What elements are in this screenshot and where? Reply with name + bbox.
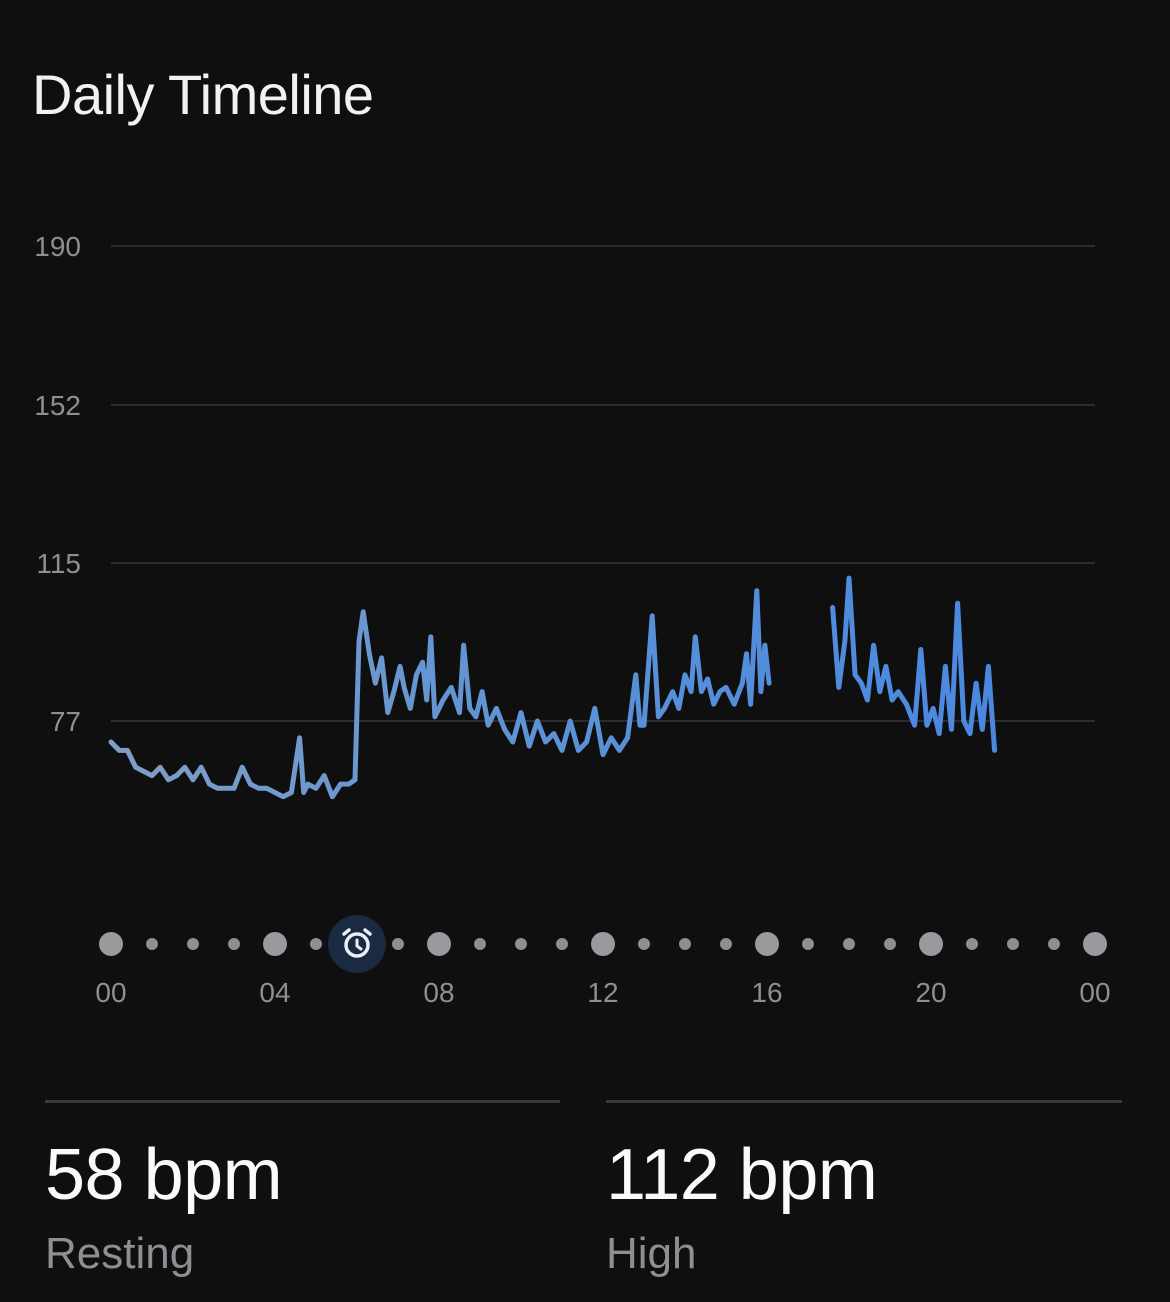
high-label: High <box>606 1229 697 1278</box>
timeline-hour-dot-major <box>263 932 287 956</box>
x-tick-label: 12 <box>587 977 618 1008</box>
stats-row: 58 bpm Resting 112 bpm High <box>0 1100 1170 1302</box>
grid-lines <box>111 245 1095 722</box>
timeline-hour-dot <box>556 938 568 950</box>
timeline-hour-dot <box>720 938 732 950</box>
timeline-hour-dot <box>228 938 240 950</box>
timeline-hour-dot <box>515 938 527 950</box>
page-title: Daily Timeline <box>32 63 374 126</box>
clock-bell-right <box>363 928 372 936</box>
high-value: 112 bpm <box>606 1135 878 1215</box>
clock-bell-left <box>342 928 351 936</box>
x-tick-label: 00 <box>1079 977 1110 1008</box>
hour-timeline <box>99 915 1107 973</box>
clock-hands <box>355 938 363 951</box>
timeline-hour-dot <box>146 938 158 950</box>
timeline-hour-dot-major <box>1083 932 1107 956</box>
timeline-hour-dot <box>966 938 978 950</box>
timeline-hour-dot <box>1007 938 1019 950</box>
y-tick-label: 190 <box>34 231 81 262</box>
timeline-hour-dot <box>638 938 650 950</box>
timeline-hour-dot <box>187 938 199 950</box>
x-tick-label: 04 <box>259 977 290 1008</box>
timeline-hour-dot <box>392 938 404 950</box>
heart-rate-series <box>108 575 998 800</box>
timeline-hour-dot-major <box>427 932 451 956</box>
timeline-hour-dot-major <box>919 932 943 956</box>
x-tick-label: 08 <box>423 977 454 1008</box>
resting-value: 58 bpm <box>45 1135 283 1215</box>
divider <box>606 1100 1122 1103</box>
timeline-hour-dot <box>843 938 855 950</box>
heart-rate-line <box>108 575 998 800</box>
resting-label: Resting <box>45 1229 195 1278</box>
timeline-hour-dot-major <box>591 932 615 956</box>
high-stat: 112 bpm High <box>606 1100 1122 1279</box>
timeline-hour-dot <box>884 938 896 950</box>
timeline-hour-dot <box>679 938 691 950</box>
timeline-hour-dot-major <box>99 932 123 956</box>
y-tick-label: 77 <box>50 706 81 737</box>
x-tick-label: 00 <box>95 977 126 1008</box>
timeline-hour-dot <box>310 938 322 950</box>
y-tick-label: 152 <box>34 390 81 421</box>
y-axis-labels: 190 152 115 77 <box>34 231 81 737</box>
heart-rate-chart: 190 152 115 77 00 04 08 12 16 20 00 <box>34 231 1110 1008</box>
timeline-hour-dot-major <box>755 932 779 956</box>
timeline-hour-dot <box>802 938 814 950</box>
divider <box>45 1100 560 1103</box>
resting-stat: 58 bpm Resting <box>45 1100 560 1279</box>
y-tick-label: 115 <box>36 548 81 579</box>
alarm-clock-icon <box>328 915 386 973</box>
timeline-hour-dot <box>474 938 486 950</box>
x-tick-label: 16 <box>751 977 782 1008</box>
clock-face <box>344 932 370 958</box>
x-axis-labels: 00 04 08 12 16 20 00 <box>95 977 1110 1008</box>
x-tick-label: 20 <box>915 977 946 1008</box>
timeline-hour-dot <box>1048 938 1060 950</box>
